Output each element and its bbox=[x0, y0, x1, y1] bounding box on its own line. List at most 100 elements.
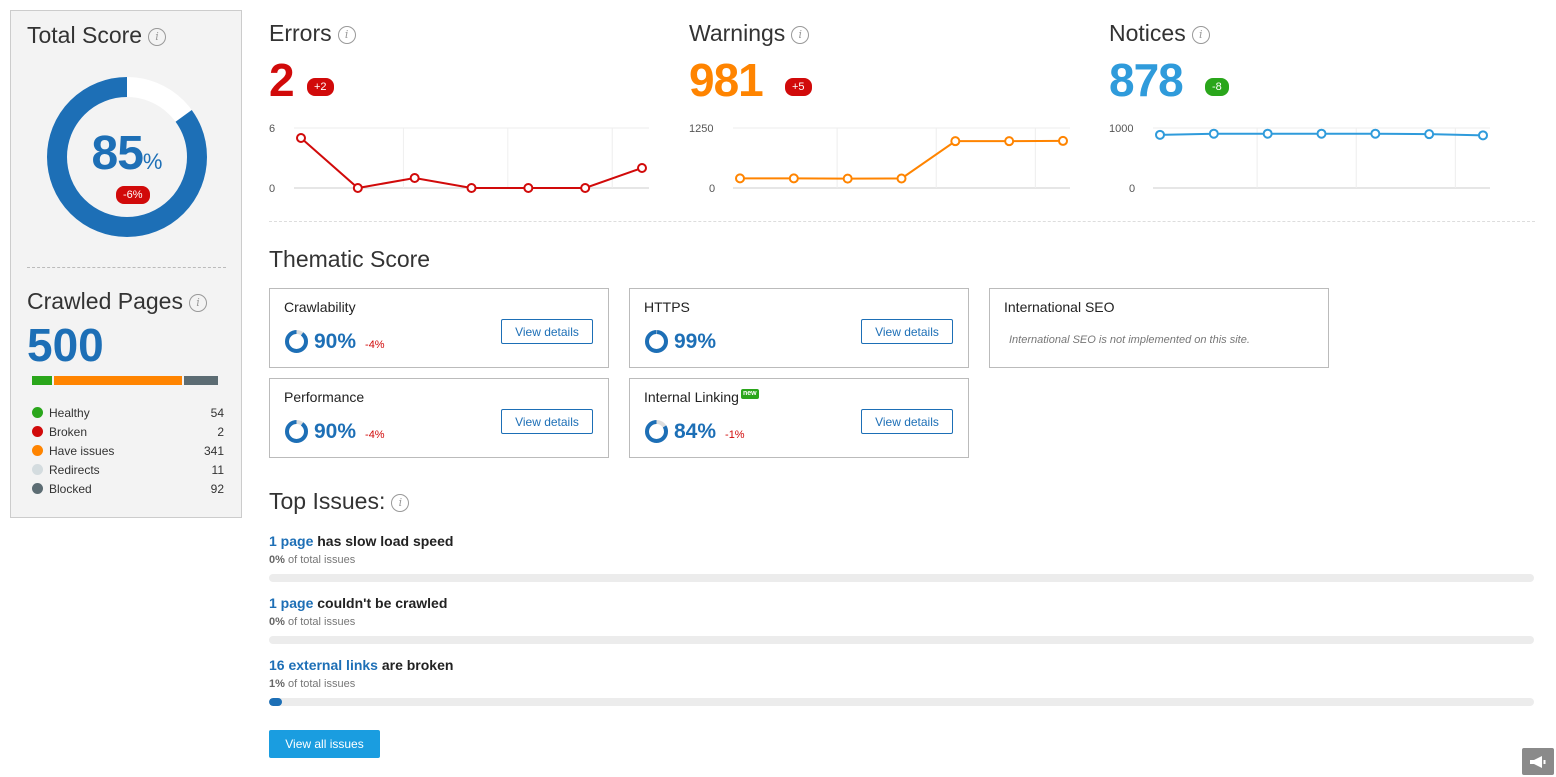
trend-point bbox=[1155, 129, 1165, 140]
trend-line bbox=[300, 137, 643, 190]
internal-linking-title: Internal Linking bbox=[644, 389, 739, 405]
new-badge: new bbox=[740, 389, 759, 399]
view-all-issues-button[interactable]: View all issues bbox=[269, 730, 380, 758]
trend-point bbox=[1208, 128, 1219, 139]
legend-dot bbox=[32, 426, 43, 437]
ring-arc bbox=[645, 420, 668, 443]
bar-segment-have-issues[interactable] bbox=[54, 376, 182, 385]
trend-point bbox=[1316, 128, 1327, 139]
warnings-value[interactable]: 981 bbox=[689, 54, 764, 106]
performance-score: 90% -4% bbox=[284, 419, 385, 444]
internal-linking-view-details-button[interactable]: View details bbox=[861, 409, 953, 434]
trend-point bbox=[842, 173, 853, 184]
trend-point bbox=[580, 183, 591, 193]
issue-percent-suffix: of total issues bbox=[284, 554, 356, 566]
issue-text: are broken bbox=[377, 657, 454, 673]
y-axis-min-label: 0 bbox=[709, 183, 715, 195]
crawlability-value: 90% bbox=[314, 329, 357, 353]
feedback-megaphone-icon[interactable] bbox=[1522, 748, 1554, 775]
issue-progress-bar bbox=[269, 636, 1534, 644]
errors-trend-chart: 60 bbox=[269, 123, 649, 195]
donut-chart bbox=[47, 77, 207, 237]
issue-link[interactable]: 1 page bbox=[269, 533, 314, 549]
trend-point bbox=[1004, 136, 1015, 147]
notices-delta-badge: -8 bbox=[1205, 78, 1229, 96]
crawled-pages-value[interactable]: 500 bbox=[27, 319, 104, 371]
issue-link[interactable]: 16 external links bbox=[269, 657, 378, 673]
performance-view-details-button[interactable]: View details bbox=[501, 409, 593, 434]
total-score-donut: 85% -6% bbox=[46, 76, 208, 238]
score-center: 85% bbox=[46, 126, 208, 181]
issue-percent-suffix: of total issues bbox=[284, 678, 356, 690]
legend-item-blocked[interactable]: Blocked 92 bbox=[32, 479, 224, 498]
errors-value[interactable]: 2 bbox=[269, 54, 295, 106]
crawlability-view-details-button[interactable]: View details bbox=[501, 319, 593, 344]
legend-dot bbox=[32, 407, 43, 418]
legend-item-have-issues[interactable]: Have issues 341 bbox=[32, 441, 224, 460]
trend-point bbox=[788, 173, 799, 184]
errors-title: Errors bbox=[269, 20, 332, 46]
info-icon[interactable]: i bbox=[337, 25, 356, 44]
bar-segment-blocked[interactable] bbox=[184, 376, 218, 385]
section-divider bbox=[269, 221, 1535, 222]
info-icon[interactable]: i bbox=[791, 25, 810, 44]
internal-linking-card: Internal Linking new 84% -1% View details bbox=[629, 378, 969, 458]
panel-divider bbox=[27, 267, 226, 268]
info-icon[interactable]: i bbox=[1191, 25, 1210, 44]
trend-point bbox=[296, 133, 306, 143]
legend-item-broken[interactable]: Broken 2 bbox=[32, 422, 224, 441]
trend-point bbox=[409, 173, 420, 183]
issue-progress-bar bbox=[269, 698, 1534, 706]
crawled-pages-bar bbox=[32, 376, 220, 385]
info-icon[interactable]: i bbox=[188, 293, 207, 312]
legend-label: Have issues bbox=[49, 443, 115, 458]
trend-point bbox=[950, 136, 961, 147]
trend-point bbox=[1262, 128, 1273, 139]
legend-item-healthy[interactable]: Healthy 54 bbox=[32, 403, 224, 422]
y-axis-max-label: 1250 bbox=[689, 123, 713, 135]
issue-headline: 1 page has slow load speed bbox=[269, 533, 1535, 549]
trend-point bbox=[896, 173, 907, 184]
crawlability-title: Crawlability bbox=[284, 299, 356, 315]
legend-label: Healthy bbox=[49, 405, 90, 420]
top-issues-title: Top Issues: bbox=[269, 488, 386, 514]
bar-segment-healthy[interactable] bbox=[32, 376, 52, 385]
warnings-heading: Warnings i bbox=[689, 20, 1079, 47]
notices-value[interactable]: 878 bbox=[1109, 54, 1184, 106]
y-axis-max-label: 1000 bbox=[1109, 123, 1133, 135]
https-card: HTTPS 99% View details bbox=[629, 288, 969, 368]
legend-dot bbox=[32, 445, 43, 456]
summary-panel: Total Score i 85% -6% Crawled Pages i 500 … bbox=[10, 10, 242, 518]
ring-arc bbox=[645, 330, 668, 353]
crawled-pages-title: Crawled Pages bbox=[27, 288, 183, 314]
issue-link[interactable]: 1 page bbox=[269, 595, 314, 611]
https-title: HTTPS bbox=[644, 299, 690, 315]
international-seo-title: International SEO bbox=[1004, 299, 1115, 315]
legend-item-redirects[interactable]: Redirects 11 bbox=[32, 460, 224, 479]
notices-title: Notices bbox=[1109, 20, 1186, 46]
issue-item: 1 page has slow load speed 0% of total is… bbox=[269, 533, 1535, 582]
legend-count: 11 bbox=[211, 462, 224, 477]
warnings-title: Warnings bbox=[689, 20, 786, 46]
y-axis-min-label: 0 bbox=[1129, 183, 1135, 195]
top-issues-heading: Top Issues: i bbox=[269, 488, 410, 515]
performance-card: Performance 90% -4% View details bbox=[269, 378, 609, 458]
trend-line bbox=[740, 139, 1064, 180]
issue-text: couldn't be crawled bbox=[313, 595, 448, 611]
issue-share: 0% of total issues bbox=[269, 554, 1535, 566]
legend-dot bbox=[32, 483, 43, 494]
warnings-metric: Warnings i 981 +5 1250 0 bbox=[689, 20, 1079, 200]
performance-delta: -4% bbox=[365, 428, 385, 441]
info-icon[interactable]: i bbox=[148, 27, 167, 46]
warnings-trend-chart: 1250 0 bbox=[689, 123, 1070, 195]
info-icon[interactable]: i bbox=[391, 493, 410, 512]
issue-percent: 1% bbox=[269, 678, 285, 690]
legend-count: 92 bbox=[210, 481, 224, 496]
performance-title: Performance bbox=[284, 389, 365, 405]
legend-count: 341 bbox=[203, 443, 224, 458]
issue-share: 0% of total issues bbox=[269, 616, 1535, 628]
https-view-details-button[interactable]: View details bbox=[861, 319, 953, 344]
score-unit: % bbox=[142, 149, 163, 174]
notices-trend-chart: 1000 0 bbox=[1109, 123, 1490, 195]
